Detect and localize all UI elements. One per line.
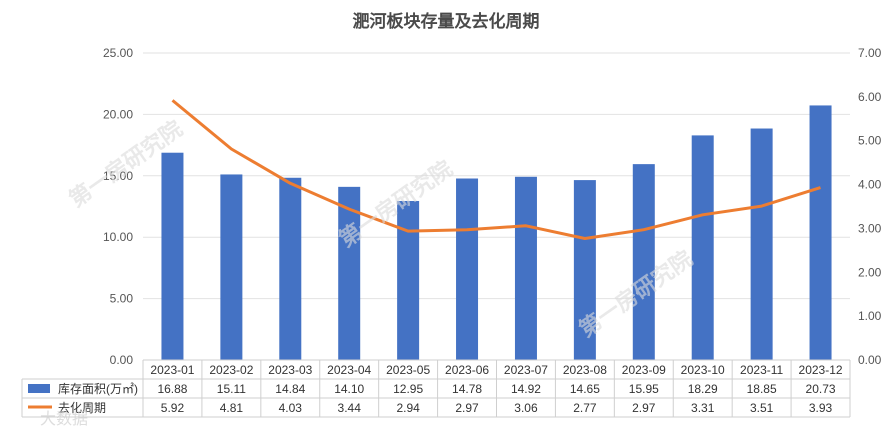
bar: [573, 180, 596, 360]
right-tick-label: 1.00: [858, 309, 882, 323]
line-series: [171, 99, 821, 240]
table-cell-line: 3.51: [750, 401, 774, 415]
category-label: 2023-01: [150, 363, 194, 377]
right-tick-label: 3.00: [858, 221, 882, 235]
line-path: [171, 99, 821, 240]
bar: [279, 177, 302, 360]
category-label: 2023-04: [327, 363, 371, 377]
category-label: 2023-12: [799, 363, 843, 377]
bar: [691, 135, 714, 360]
bar: [397, 200, 420, 360]
table-cell-line: 2.94: [396, 401, 420, 415]
table-cell-line: 5.92: [161, 401, 185, 415]
table-cell-bar: 12.95: [393, 382, 423, 396]
right-tick-label: 6.00: [858, 90, 882, 104]
bar: [456, 178, 479, 360]
right-tick-label: 5.00: [858, 134, 882, 148]
data-table: 2023-01 2023-02 2023-03 2023-04 2023-05 2023-…: [21, 359, 851, 418]
legend-swatch-bar: [28, 384, 50, 393]
right-tick-label: 2.00: [858, 265, 882, 279]
table-cell-bar: 16.88: [157, 382, 187, 396]
category-label: 2023-09: [622, 363, 666, 377]
table-cell-line: 4.03: [279, 401, 303, 415]
table-cell-bar: 18.85: [747, 382, 777, 396]
bar-series: [161, 105, 832, 360]
table-cell-line: 3.93: [809, 401, 833, 415]
table-cell-bar: 15.11: [217, 382, 246, 396]
table-cell-bar: 14.84: [275, 382, 305, 396]
table-cell-line: 2.97: [632, 401, 656, 415]
table-cell-bar: 18.29: [688, 382, 718, 396]
table-cell-line: 3.31: [691, 401, 715, 415]
left-tick-label: 25.00: [103, 46, 133, 60]
bar: [809, 105, 832, 360]
bar: [161, 152, 184, 360]
category-label: 2023-03: [268, 363, 312, 377]
chart-title: 淝河板块存量及去化周期: [353, 11, 540, 32]
footer-watermark: 大数据: [40, 409, 88, 428]
table-cell-bar: 15.95: [629, 382, 659, 396]
left-tick-label: 20.00: [103, 107, 133, 121]
category-label: 2023-02: [209, 363, 253, 377]
left-tick-label: 15.00: [103, 169, 133, 183]
right-tick-label: 0.00: [858, 353, 882, 367]
table-cell-line: 4.81: [220, 401, 244, 415]
bar: [750, 128, 773, 360]
left-tick-label: 0.00: [110, 353, 134, 367]
table-cell-bar: 14.65: [570, 382, 600, 396]
table-cell-line: 3.44: [338, 401, 362, 415]
category-label: 2023-07: [504, 363, 548, 377]
category-label: 2023-08: [563, 363, 607, 377]
table-cell-line: 2.97: [455, 401, 479, 415]
table-cell-bar: 14.78: [452, 382, 482, 396]
gridlines: [143, 52, 850, 300]
category-label: 2023-11: [740, 363, 783, 377]
left-tick-label: 5.00: [110, 292, 134, 306]
left-axis-ticks: 0.00 5.00 10.00 15.00 20.00 25.00: [103, 46, 133, 367]
right-tick-label: 7.00: [858, 46, 882, 60]
bar: [338, 186, 361, 360]
category-label: 2023-05: [386, 363, 430, 377]
bar: [514, 176, 537, 360]
left-tick-label: 10.00: [103, 230, 133, 244]
table-cell-line: 2.77: [573, 401, 597, 415]
bar: [220, 174, 243, 360]
bar: [632, 164, 655, 360]
category-label: 2023-06: [445, 363, 489, 377]
legend-label-bar: 库存面积(万㎡): [58, 381, 138, 396]
category-label: 2023-10: [681, 363, 725, 377]
right-axis-ticks: 0.00 1.00 2.00 3.00 4.00 5.00 6.00 7.00: [858, 46, 882, 367]
table-cell-bar: 20.73: [806, 382, 836, 396]
right-tick-label: 4.00: [858, 178, 882, 192]
legend-label-line: 去化周期: [58, 401, 106, 415]
table-cell-bar: 14.10: [334, 382, 364, 396]
table-cell-bar: 14.92: [511, 382, 541, 396]
table-cell-line: 3.06: [514, 401, 538, 415]
